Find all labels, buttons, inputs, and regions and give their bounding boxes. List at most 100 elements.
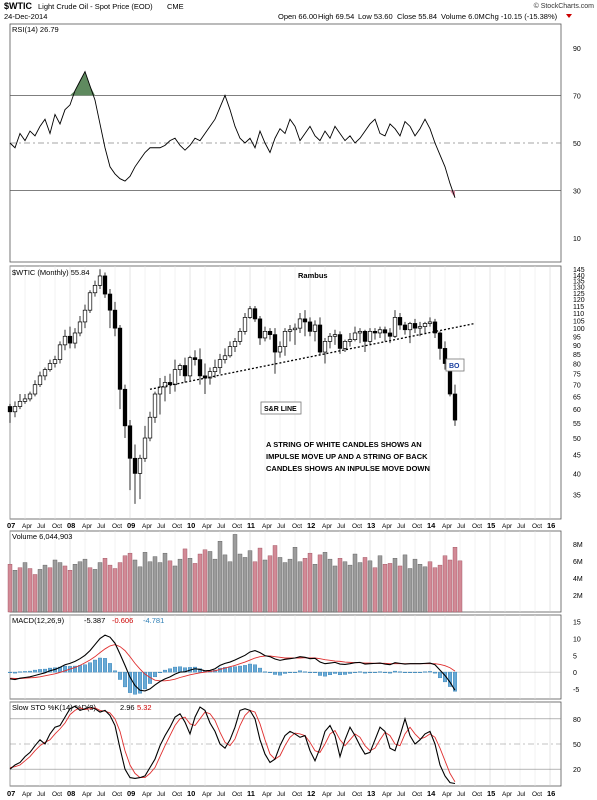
- volume-bar: [347, 564, 353, 613]
- macd-histogram-bar: [177, 666, 182, 673]
- candle-up: [367, 330, 373, 342]
- macd-histogram-bar: [428, 671, 433, 673]
- macd-histogram-bar: [127, 671, 132, 693]
- candle-up: [177, 365, 183, 370]
- rsi-overbought-fill: [70, 71, 95, 96]
- price-tick-label: 110: [573, 311, 584, 318]
- volume-bar: [17, 567, 23, 613]
- rsi-tick-label: 30: [573, 189, 581, 196]
- candle-up: [77, 321, 83, 334]
- macd-label: MACD(12,26,9): [12, 616, 65, 625]
- volume-bar: [307, 552, 313, 613]
- macd-histogram-bar: [122, 671, 127, 688]
- macd-histogram-bar: [263, 671, 268, 673]
- macd-histogram-bar: [38, 669, 43, 673]
- candle-down: [197, 359, 203, 377]
- candle-up: [97, 275, 103, 286]
- macd-histogram-bar: [87, 662, 92, 673]
- macd-tick-label: 15: [573, 620, 581, 627]
- candle-up: [217, 359, 223, 368]
- candle-up: [262, 330, 268, 339]
- time-axis-bottom-tick: 07: [7, 789, 15, 798]
- volume-bar: [62, 565, 68, 613]
- macd-tick-label: -5: [573, 687, 579, 694]
- volume-bar: [342, 561, 348, 613]
- candle-up: [162, 382, 168, 388]
- sto-value: 2.96: [120, 703, 135, 712]
- price-tick-label: 105: [573, 318, 585, 325]
- macd-histogram-bar: [423, 671, 428, 673]
- candle-up: [342, 341, 348, 349]
- macd-histogram-bar: [157, 671, 162, 673]
- price-tick-label: 125: [573, 291, 585, 298]
- price-tick-label: 65: [573, 394, 581, 401]
- macd-histogram-bar: [333, 671, 338, 674]
- bo-label-box: [445, 358, 465, 372]
- candle-up: [347, 339, 353, 342]
- candle-up: [232, 341, 238, 347]
- symbol-label: $WTIC: [4, 1, 32, 11]
- time-axis-top-tick: Oct: [472, 523, 482, 530]
- candle-up: [322, 341, 328, 353]
- time-axis-bottom-tick: Jul: [217, 791, 226, 798]
- exchange-label: CME: [167, 2, 184, 11]
- price-tick-label: 80: [573, 362, 581, 369]
- macd-histogram-bar: [418, 671, 423, 673]
- volume-bar: [237, 553, 243, 613]
- volume-bar: [232, 534, 238, 613]
- macd-histogram-bar: [117, 671, 122, 680]
- candle-up: [37, 375, 43, 386]
- rsi-tick-label: 70: [573, 93, 581, 100]
- sr-trendline: [149, 322, 476, 390]
- price-tick-label: 35: [573, 493, 581, 500]
- time-axis-bottom-tick: Jul: [517, 791, 526, 798]
- macd-histogram-bar: [28, 670, 33, 673]
- price-tick-label: 45: [573, 453, 581, 460]
- candle-up: [42, 369, 48, 377]
- volume-bar: [12, 570, 18, 613]
- candle-down: [452, 393, 458, 421]
- volume-bar: [317, 554, 323, 613]
- volume-bar: [312, 564, 318, 613]
- candle-up: [327, 335, 333, 342]
- candle-up: [137, 457, 143, 474]
- candle-up: [72, 332, 78, 344]
- macd-histogram-bar: [368, 671, 373, 673]
- volume-bar: [147, 561, 153, 613]
- sr-line-label-box: [260, 401, 302, 415]
- macd-histogram-bar: [403, 671, 408, 673]
- time-axis-bottom-tick: Apr: [322, 791, 333, 798]
- volume-bar: [407, 568, 413, 613]
- volume-bar: [207, 551, 213, 613]
- candle-up: [47, 363, 53, 370]
- candle-down: [67, 335, 73, 344]
- time-axis-top-tick: Apr: [442, 523, 453, 530]
- candle-up: [237, 330, 243, 342]
- volume-bar: [227, 561, 233, 613]
- candle-up: [207, 371, 213, 379]
- macd-histogram-bar: [393, 670, 398, 673]
- candle-down: [437, 332, 443, 349]
- time-axis-bottom-tick: Oct: [352, 791, 362, 798]
- time-axis-bottom-tick: Oct: [172, 791, 182, 798]
- candle-up: [297, 318, 303, 329]
- volume-bar: [27, 568, 33, 613]
- time-axis-top-tick: Apr: [262, 523, 273, 530]
- macd-histogram-bar: [252, 664, 257, 673]
- macd-histogram-bar: [97, 657, 102, 673]
- candle-up: [407, 323, 413, 331]
- macd-histogram-bar: [303, 671, 308, 673]
- price-tick-label: 55: [573, 421, 581, 428]
- candle-up: [92, 284, 98, 294]
- macd-histogram-bar: [107, 663, 112, 673]
- volume-bar: [292, 547, 298, 613]
- sto-tick-label: 80: [573, 717, 581, 724]
- down-arrow-icon: [566, 14, 572, 18]
- time-axis-bottom-tick: 10: [187, 789, 195, 798]
- time-axis-bottom-tick: Jul: [157, 791, 166, 798]
- candle-down: [272, 334, 278, 353]
- volume-bar: [277, 557, 283, 613]
- macd-histogram-bar: [288, 671, 293, 673]
- macd-panel-frame: [9, 614, 562, 700]
- time-axis-top-tick: Oct: [292, 523, 302, 530]
